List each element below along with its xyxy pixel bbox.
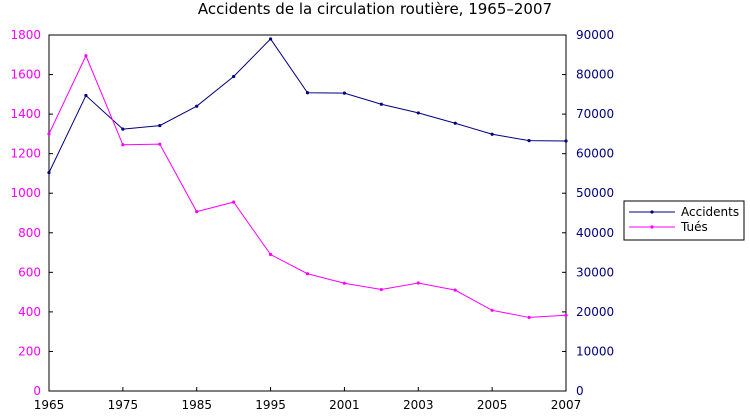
data-point-accidents [305, 91, 310, 95]
right-tick-label: 60000 [576, 147, 614, 161]
data-point-tues [490, 308, 494, 312]
x-tick-label: 2003 [403, 398, 434, 412]
data-point-accidents [195, 104, 199, 108]
legend-label-tues: Tués [680, 220, 708, 234]
right-tick-label: 10000 [576, 344, 614, 358]
x-tick-label: 1975 [108, 398, 139, 412]
right-tick-label: 0 [576, 384, 584, 398]
data-point-tues [84, 54, 88, 58]
data-point-accidents [232, 74, 236, 79]
data-point-accidents [453, 121, 457, 125]
chart-title: Accidents de la circulation routière, 19… [198, 0, 552, 18]
data-point-tues [527, 315, 531, 320]
left-axis: 0 200 400 600 800 1000 1200 1400 1600 1800 [10, 28, 53, 398]
right-axis: 0 10000 20000 30000 40000 50000 60000 70000 8000… [562, 28, 614, 398]
right-tick-label: 90000 [576, 28, 614, 42]
right-tick-label: 30000 [576, 265, 614, 279]
data-point-tues [416, 281, 420, 285]
x-tick-label: 1995 [255, 398, 286, 412]
plot-area [48, 34, 567, 392]
x-tick-label: 2007 [551, 398, 582, 412]
right-tick-label: 20000 [576, 305, 614, 319]
left-tick-label: 400 [18, 305, 41, 319]
legend: Accidents Tués [623, 200, 745, 241]
data-point-accidents [527, 139, 531, 143]
legend-box [623, 200, 745, 241]
left-tick-label: 1600 [10, 68, 41, 82]
data-point-tues [121, 143, 125, 147]
data-point-accidents [121, 127, 125, 131]
data-point-accidents [379, 102, 383, 106]
right-tick-label: 70000 [576, 107, 614, 121]
data-point-accidents [84, 93, 88, 98]
data-point-tues [158, 142, 162, 146]
legend-label-accidents: Accidents [681, 205, 739, 219]
data-point-tues [453, 288, 457, 292]
legend-marker-tues [650, 225, 654, 229]
x-tick-label: 2005 [477, 398, 508, 412]
left-tick-label: 800 [18, 226, 41, 240]
data-point-accidents [490, 132, 494, 136]
data-point-accidents [564, 139, 568, 143]
x-tick-label: 1985 [181, 398, 212, 412]
data-point-tues [47, 132, 51, 136]
right-tick-label: 40000 [576, 226, 614, 240]
left-tick-label: 1400 [10, 107, 41, 121]
series-line-tues [48, 54, 567, 318]
data-point-tues [232, 200, 236, 204]
left-tick-label: 600 [18, 265, 41, 279]
data-point-accidents [416, 111, 420, 115]
data-point-tues [379, 287, 383, 292]
data-point-accidents [47, 171, 51, 175]
data-point-accidents [268, 37, 273, 41]
left-tick-label: 1200 [10, 147, 41, 161]
data-point-accidents [158, 123, 162, 128]
left-tick-label: 200 [18, 344, 41, 358]
data-point-tues [195, 210, 199, 214]
left-tick-label: 1800 [10, 28, 41, 42]
data-point-accidents [342, 91, 347, 95]
left-tick-label: 1000 [10, 186, 41, 200]
data-point-tues [564, 313, 568, 317]
right-tick-label: 50000 [576, 186, 614, 200]
data-point-tues [342, 281, 347, 285]
series-line-accidents [48, 38, 567, 173]
data-point-tues [305, 272, 310, 276]
x-tick-label: 2001 [329, 398, 360, 412]
left-tick-label: 0 [33, 384, 41, 398]
data-point-tues [268, 252, 273, 257]
series-layer [47, 37, 568, 320]
right-tick-label: 80000 [576, 68, 614, 82]
x-tick-label: 1965 [34, 398, 65, 412]
legend-marker-accidents [650, 210, 654, 214]
x-axis: 1965 1975 1985 1995 2001 2003 2005 2007 [34, 387, 582, 412]
